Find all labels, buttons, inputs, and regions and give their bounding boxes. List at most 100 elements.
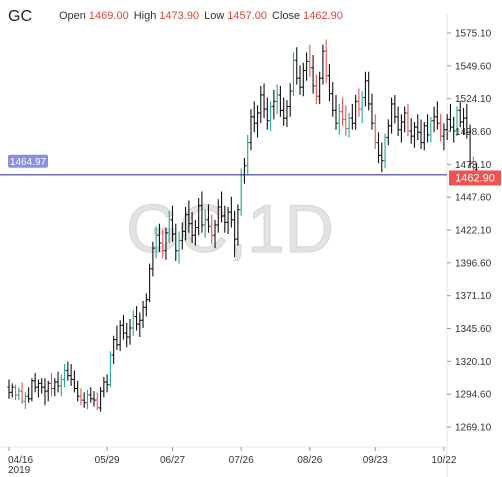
ohlc-bar — [128, 318, 132, 345]
ohlc-bar — [200, 191, 204, 233]
ohlc-bar — [197, 197, 201, 236]
ohlc-bar — [259, 85, 263, 124]
ohlc-bar — [98, 387, 103, 412]
ohlc-bar — [278, 85, 283, 117]
ohlc-bar — [409, 118, 413, 144]
ohlc-bar — [249, 109, 253, 151]
level-badge — [8, 154, 48, 168]
low-value: 1457.00 — [227, 10, 268, 22]
price-tick-label: 1294.60 — [455, 390, 492, 401]
ohlc-bar — [399, 114, 403, 143]
ohlc-bar — [23, 392, 27, 410]
ohlc-bar — [334, 94, 338, 130]
ohlc-bar — [246, 134, 250, 175]
ohlc-bar — [340, 97, 345, 126]
ohlc-bar — [174, 223, 178, 262]
ohlc-bar — [265, 97, 269, 130]
ohlc-bar — [62, 364, 67, 388]
ohlc-bar — [432, 106, 436, 133]
high-label: High — [133, 10, 157, 22]
price-tick-label: 1371.10 — [455, 291, 492, 302]
ohlc-bar — [219, 191, 224, 223]
ohlc-bar — [314, 74, 318, 104]
price-tick-label: 1345.60 — [455, 324, 492, 335]
ohlc-bar — [275, 84, 279, 115]
last-price-label: 1462.90 — [455, 172, 495, 184]
ohlc-bar — [373, 114, 377, 150]
price-tick-label: 1269.10 — [455, 423, 492, 434]
ohlc-bar — [115, 325, 119, 350]
ohlc-bar — [102, 376, 106, 398]
ohlc-bar — [10, 383, 14, 398]
ohlc-bar — [66, 361, 70, 381]
ohlc-bar — [386, 119, 390, 146]
ohlc-bar — [13, 384, 18, 401]
horizontal-level[interactable]: 1464.97 — [0, 154, 447, 176]
ohlc-bar — [226, 206, 230, 234]
ohlc-bar — [327, 64, 332, 102]
ohlc-bar — [242, 158, 247, 184]
ohlc-bar — [92, 391, 96, 407]
ohlc-bar — [56, 371, 60, 393]
ohlc-bar — [79, 388, 83, 406]
ohlc-bar — [161, 230, 165, 259]
ohlc-bar — [383, 133, 387, 169]
ohlc-bar — [465, 103, 469, 139]
ohlc-bar — [85, 389, 90, 410]
ohlc-bar — [468, 124, 472, 169]
ohlc-readout: Open 1469.00 High 1473.90 Low 1457.00 Cl… — [59, 10, 348, 22]
ohlc-bar — [350, 103, 354, 130]
ohlc-bar — [324, 39, 328, 84]
ohlc-bar — [105, 374, 109, 393]
ohlc-bar — [363, 71, 368, 107]
ohlc-bar — [360, 91, 364, 124]
ohlc-bar — [118, 320, 122, 352]
ohlc-bar — [17, 387, 21, 401]
ohlc-bar — [393, 94, 397, 124]
ohlc-bar — [321, 44, 325, 85]
ohlc-bar — [46, 380, 50, 402]
ohlc-bar — [193, 219, 197, 246]
symbol-label[interactable]: GC — [8, 8, 32, 25]
ohlc-bar — [347, 112, 351, 138]
ohlc-bar — [380, 142, 384, 173]
ohlc-bar — [157, 223, 162, 253]
ohlc-bar — [213, 219, 217, 249]
price-axis[interactable]: 1575.10 1549.60 1524.10 1498.60 1473.10 1447.… — [447, 29, 501, 434]
ohlc-bar — [125, 322, 129, 348]
ohlc-bar — [354, 94, 358, 130]
ohlc-bar — [269, 101, 273, 131]
ohlc-bar — [252, 101, 256, 133]
price-tick-label: 1549.60 — [455, 61, 492, 72]
ohlc-bar — [422, 121, 426, 151]
ohlc-bar — [262, 83, 266, 119]
ohlc-bar — [141, 300, 145, 328]
time-tick-label: 04/16 — [8, 455, 33, 466]
ohlc-bar — [301, 62, 305, 97]
ohlc-bar — [285, 100, 289, 128]
ohlc-bar — [331, 82, 335, 117]
ohlc-bar — [33, 373, 37, 393]
time-tick-label: 10/22 — [431, 455, 456, 466]
chart-watermark: GC,1D — [126, 191, 334, 267]
ohlc-bar — [389, 97, 394, 134]
ohlc-bar — [304, 52, 309, 81]
ohlc-bar — [72, 370, 76, 393]
ohlc-bar — [154, 226, 158, 259]
ohlc-bar — [112, 335, 116, 365]
ohlc-bar — [20, 382, 24, 404]
ohlc-bar — [412, 121, 417, 148]
price-tick-label: 1575.10 — [455, 29, 492, 40]
price-tick-label: 1447.60 — [455, 193, 492, 204]
ohlc-bar — [425, 114, 430, 143]
ohlc-bar — [298, 65, 302, 95]
price-tick-label: 1524.10 — [455, 94, 492, 105]
ohlc-bar — [108, 351, 112, 388]
ohlc-bar — [291, 52, 296, 97]
ohlc-bar — [282, 97, 286, 126]
ohlc-bar — [442, 123, 446, 151]
ohlc-bar — [40, 378, 44, 394]
chart-header: GC Open 1469.00 High 1473.90 Low 1457.00… — [0, 0, 502, 34]
